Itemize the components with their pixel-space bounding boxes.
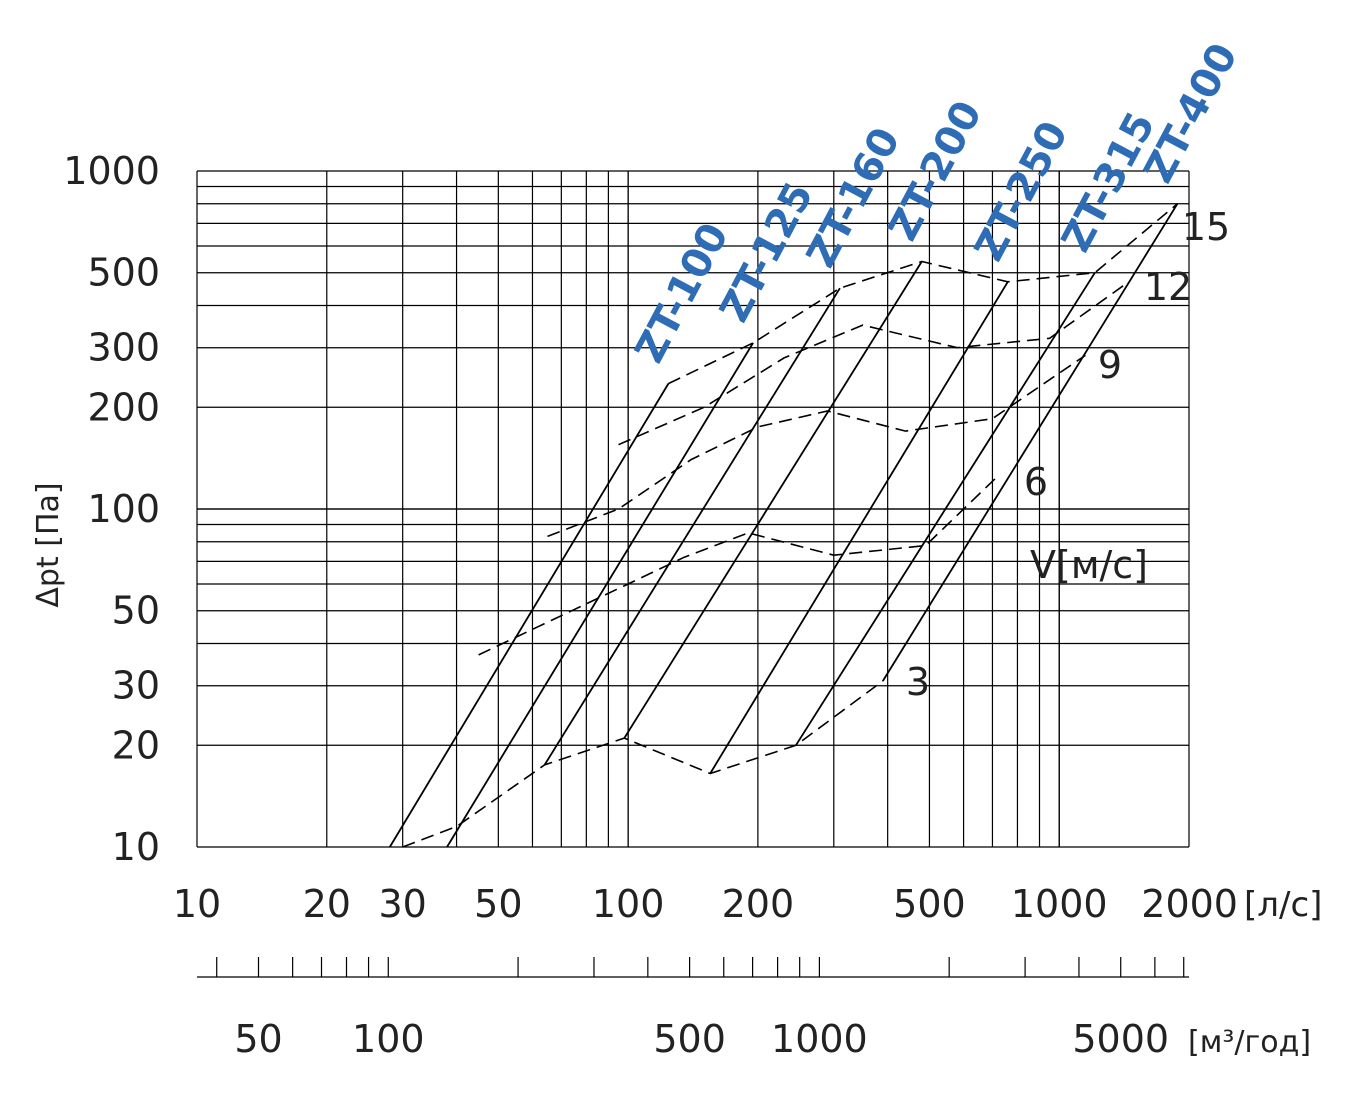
velocity-curve-label: 9 bbox=[1098, 343, 1122, 387]
y-tick-label: 100 bbox=[87, 487, 160, 531]
y-tick-label: 30 bbox=[112, 664, 160, 708]
model-line bbox=[389, 383, 670, 848]
velocity-curve bbox=[478, 475, 999, 656]
y-tick-label: 50 bbox=[112, 589, 160, 633]
velocity-curve-label: 3 bbox=[906, 660, 930, 704]
model-line bbox=[543, 287, 841, 766]
x-axis-unit: [л/с] bbox=[1244, 885, 1322, 925]
x2-axis-unit: [м³/год] bbox=[1188, 1025, 1311, 1060]
y-tick-label: 20 bbox=[112, 723, 160, 767]
model-line bbox=[446, 342, 754, 848]
model-line bbox=[709, 281, 1009, 774]
model-line bbox=[882, 203, 1179, 682]
y-tick-label: 1000 bbox=[63, 149, 160, 193]
x2-tick-label: 5000 bbox=[1072, 1017, 1169, 1061]
model-label: ZT-400 bbox=[1136, 36, 1247, 190]
x-tick-label: 1000 bbox=[1011, 882, 1108, 926]
x2-tick-label: 100 bbox=[352, 1017, 425, 1061]
x-tick-label: 2000 bbox=[1141, 882, 1238, 926]
y-tick-label: 200 bbox=[87, 385, 160, 429]
velocity-curve-label: 6 bbox=[1024, 460, 1048, 504]
x-tick-label: 20 bbox=[303, 882, 351, 926]
model-line bbox=[795, 272, 1096, 746]
velocity-curve bbox=[618, 281, 1130, 446]
y-axis-label: Δpt [Па] bbox=[31, 482, 66, 607]
y-tick-label: 10 bbox=[112, 825, 160, 869]
x-tick-label: 200 bbox=[722, 882, 795, 926]
y-tick-label: 300 bbox=[87, 326, 160, 370]
velocity-curve bbox=[547, 354, 1086, 538]
model-label: ZT-315 bbox=[1053, 105, 1164, 259]
x-tick-label: 10 bbox=[173, 882, 221, 926]
x2-tick-label: 500 bbox=[653, 1017, 726, 1061]
x2-tick-label: 50 bbox=[234, 1017, 282, 1061]
model-label: ZT-250 bbox=[966, 114, 1077, 268]
model-line bbox=[623, 261, 923, 739]
x2-tick-label: 1000 bbox=[771, 1017, 868, 1061]
velocity-axis-label: V[м/с] bbox=[1030, 543, 1148, 587]
velocity-curve-label: 15 bbox=[1182, 205, 1230, 249]
x-tick-label: 50 bbox=[474, 882, 522, 926]
y-tick-label: 500 bbox=[87, 251, 160, 295]
x-tick-label: 30 bbox=[379, 882, 427, 926]
x-tick-label: 500 bbox=[893, 882, 966, 926]
grid bbox=[196, 170, 1190, 978]
curves bbox=[389, 203, 1179, 848]
x-tick-label: 100 bbox=[592, 882, 665, 926]
velocity-curve-label: 12 bbox=[1144, 265, 1192, 309]
